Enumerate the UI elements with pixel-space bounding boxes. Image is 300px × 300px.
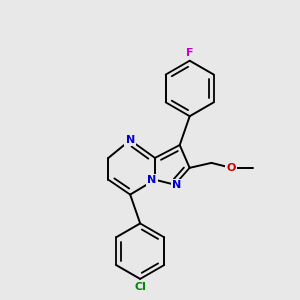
Text: Cl: Cl [134,282,146,292]
Text: N: N [126,135,135,145]
Text: N: N [172,180,182,190]
Text: N: N [147,175,157,185]
Text: O: O [226,163,236,173]
Text: F: F [186,48,194,58]
